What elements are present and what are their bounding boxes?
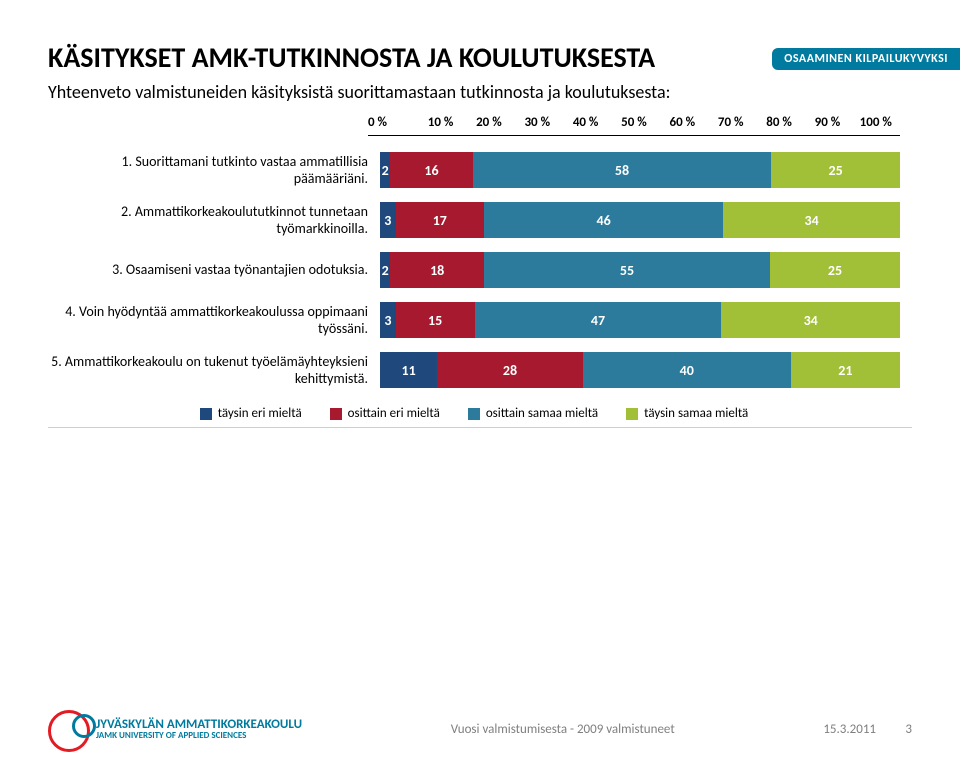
question-label: 5. Ammattikorkeakoulu on tukenut työeläm… <box>48 352 380 388</box>
bar-segment: 47 <box>475 302 722 338</box>
footer-divider <box>48 427 912 428</box>
legend: täysin eri mieltä osittain eri mieltä osit… <box>48 406 900 421</box>
bar: 3154734 <box>380 302 900 338</box>
question-label: 3. Osaamiseni vastaa työnantajien odotuk… <box>48 252 380 288</box>
legend-label: osittain eri mieltä <box>348 406 440 421</box>
logo-line2: JAMK UNIVERSITY OF APPLIED SCIENCES <box>96 731 302 740</box>
x-tick: 0 % <box>368 115 416 135</box>
legend-item: osittain eri mieltä <box>330 406 440 421</box>
legend-label: täysin samaa mieltä <box>644 406 748 421</box>
bar: 3174634 <box>380 202 900 238</box>
jamk-logo: JYVÄSKYLÄN AMMATTIKORKEAKOULU JAMK UNIVE… <box>48 710 302 748</box>
bar-row: 2. Ammattikorkeakoulututkinnot tunnetaan… <box>48 202 900 238</box>
legend-item: osittain samaa mieltä <box>468 406 598 421</box>
bar-segment: 21 <box>791 352 900 388</box>
bar-segment: 34 <box>723 202 900 238</box>
page-subtitle: Yhteenveto valmistuneiden käsityksistä s… <box>48 81 960 103</box>
bar-row: 3. Osaamiseni vastaa työnantajien odotuk… <box>48 252 900 288</box>
logo-mark-icon <box>48 710 86 748</box>
footer: JYVÄSKYLÄN AMMATTIKORKEAKOULU JAMK UNIVE… <box>0 710 960 748</box>
x-tick: 30 % <box>513 115 561 135</box>
bar: 11284021 <box>380 352 900 388</box>
bar-segment: 28 <box>437 352 583 388</box>
legend-label: täysin eri mieltä <box>218 406 302 421</box>
x-axis: 0 %10 %20 %30 %40 %50 %60 %70 %80 %90 %1… <box>368 115 900 136</box>
x-tick: 90 % <box>803 115 851 135</box>
x-tick: 80 % <box>755 115 803 135</box>
stacked-bar-chart: 0 %10 %20 %30 %40 %50 %60 %70 %80 %90 %1… <box>48 115 900 421</box>
bar-segment: 15 <box>396 302 475 338</box>
bar-segment: 40 <box>583 352 791 388</box>
x-tick: 70 % <box>707 115 755 135</box>
bar-segment: 3 <box>380 202 396 238</box>
x-tick: 40 % <box>561 115 609 135</box>
bar-segment: 11 <box>380 352 437 388</box>
bar-segment: 25 <box>770 252 900 288</box>
bar: 2165825 <box>380 152 900 188</box>
footer-date: 15.3.2011 <box>823 722 876 737</box>
legend-label: osittain samaa mieltä <box>486 406 598 421</box>
legend-swatch-icon <box>330 408 342 420</box>
x-tick: 60 % <box>658 115 706 135</box>
legend-item: täysin samaa mieltä <box>626 406 748 421</box>
x-tick: 20 % <box>465 115 513 135</box>
bar-segment: 46 <box>484 202 723 238</box>
legend-swatch-icon <box>200 408 212 420</box>
bar-row: 5. Ammattikorkeakoulu on tukenut työeläm… <box>48 352 900 388</box>
footer-center-text: Vuosi valmistumisesta - 2009 valmistunee… <box>302 722 823 737</box>
legend-item: täysin eri mieltä <box>200 406 302 421</box>
question-label: 1. Suorittamani tutkinto vastaa ammatill… <box>48 152 380 188</box>
bar-segment: 55 <box>484 252 770 288</box>
ribbon-tag: OSAAMINEN KILPAILUKYVYKSI <box>772 48 960 70</box>
bar-segment: 2 <box>380 152 390 188</box>
question-label: 4. Voin hyödyntää ammattikorkeakoulussa … <box>48 302 380 338</box>
bar-row: 4. Voin hyödyntää ammattikorkeakoulussa … <box>48 302 900 338</box>
legend-swatch-icon <box>626 408 638 420</box>
bar-segment: 2 <box>380 252 390 288</box>
bar-segment: 16 <box>390 152 472 188</box>
bar: 2185525 <box>380 252 900 288</box>
x-tick: 50 % <box>610 115 658 135</box>
bar-segment: 58 <box>473 152 772 188</box>
footer-page-number: 3 <box>898 722 912 737</box>
bar-segment: 3 <box>380 302 396 338</box>
bar-segment: 34 <box>721 302 900 338</box>
slide: { "ribbon": "OSAAMINEN KILPAILUKYVYKSI",… <box>0 40 960 758</box>
bar-segment: 17 <box>396 202 484 238</box>
logo-line1: JYVÄSKYLÄN AMMATTIKORKEAKOULU <box>96 718 302 731</box>
bar-segment: 18 <box>390 252 484 288</box>
bar-row: 1. Suorittamani tutkinto vastaa ammatill… <box>48 152 900 188</box>
x-tick: 10 % <box>416 115 464 135</box>
legend-swatch-icon <box>468 408 480 420</box>
x-tick: 100 % <box>852 115 900 135</box>
bar-segment: 25 <box>771 152 900 188</box>
question-label: 2. Ammattikorkeakoulututkinnot tunnetaan… <box>48 202 380 238</box>
